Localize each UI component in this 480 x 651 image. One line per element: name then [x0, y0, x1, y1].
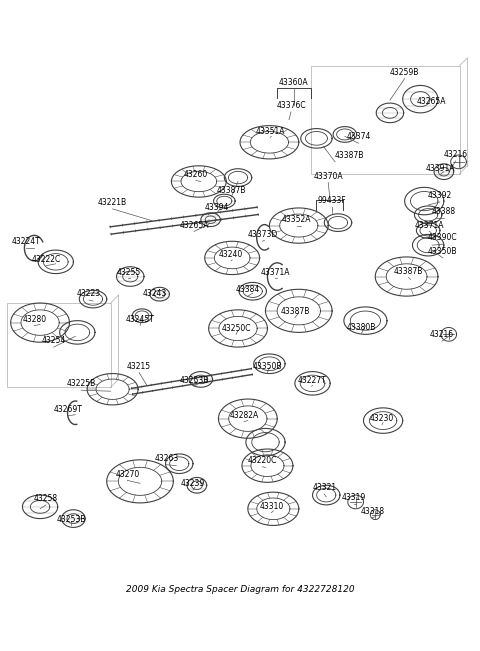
Text: 43222C: 43222C — [31, 255, 60, 264]
Text: 43319: 43319 — [342, 493, 366, 502]
Text: 43224T: 43224T — [12, 238, 41, 246]
Text: 43371A: 43371A — [261, 268, 290, 277]
Text: 43371A: 43371A — [414, 221, 444, 230]
Text: 43255: 43255 — [116, 268, 141, 277]
Text: 43391A: 43391A — [425, 164, 455, 173]
Text: 43392: 43392 — [428, 191, 452, 201]
Text: 43350B: 43350B — [428, 247, 457, 256]
Text: 43260: 43260 — [184, 170, 208, 179]
Text: 43253B: 43253B — [179, 376, 209, 385]
Text: 43384: 43384 — [236, 285, 260, 294]
Text: 43250C: 43250C — [221, 324, 251, 333]
Text: 43318: 43318 — [360, 507, 384, 516]
Text: 43269T: 43269T — [54, 405, 83, 414]
Text: 43374: 43374 — [347, 132, 371, 141]
Text: 43240: 43240 — [219, 250, 243, 259]
Text: 43263: 43263 — [155, 454, 179, 463]
Text: 43394: 43394 — [204, 203, 228, 212]
Text: 43245T: 43245T — [126, 314, 155, 324]
Text: 43270: 43270 — [115, 469, 139, 478]
Text: 43321: 43321 — [312, 483, 336, 492]
Text: 43225B: 43225B — [67, 380, 96, 389]
Text: 43380B: 43380B — [347, 323, 376, 331]
Text: 99433F: 99433F — [318, 196, 347, 205]
Text: 43390C: 43390C — [428, 234, 457, 242]
Text: 43258: 43258 — [34, 494, 58, 503]
Text: 43220C: 43220C — [248, 456, 277, 465]
Text: 43227T: 43227T — [297, 376, 326, 385]
Text: 43223: 43223 — [77, 289, 101, 298]
Text: 43221B: 43221B — [98, 198, 127, 207]
Text: 43259B: 43259B — [390, 68, 420, 77]
Text: 43253B: 43253B — [57, 515, 86, 523]
Text: 43387B: 43387B — [216, 186, 246, 195]
Text: 43230: 43230 — [370, 414, 394, 422]
Text: 43387B: 43387B — [394, 267, 423, 276]
Text: 43280: 43280 — [22, 314, 46, 324]
Text: 43373D: 43373D — [247, 230, 277, 240]
Text: 43239: 43239 — [181, 479, 205, 488]
Text: 2009 Kia Spectra Spacer Diagram for 4322728120: 2009 Kia Spectra Spacer Diagram for 4322… — [126, 585, 354, 594]
Text: 43388: 43388 — [432, 207, 456, 216]
Text: 43352A: 43352A — [282, 215, 312, 224]
Text: 43370A: 43370A — [313, 172, 343, 181]
Text: 43216: 43216 — [430, 331, 454, 339]
Text: 43387B: 43387B — [335, 151, 364, 160]
Text: 43387B: 43387B — [280, 307, 310, 316]
Text: 43215: 43215 — [127, 362, 151, 371]
Text: 43360A: 43360A — [279, 77, 309, 87]
Text: 43265A: 43265A — [416, 97, 446, 106]
Text: 43216: 43216 — [444, 150, 468, 159]
Text: 43243: 43243 — [143, 289, 167, 298]
Text: 43254: 43254 — [42, 337, 66, 345]
Text: 43376C: 43376C — [276, 101, 306, 110]
Text: 43282A: 43282A — [229, 411, 259, 420]
Text: 43310: 43310 — [259, 502, 284, 511]
Text: 43265A: 43265A — [179, 221, 209, 230]
Text: 43351A: 43351A — [256, 126, 285, 135]
Text: 43350B: 43350B — [252, 362, 282, 371]
